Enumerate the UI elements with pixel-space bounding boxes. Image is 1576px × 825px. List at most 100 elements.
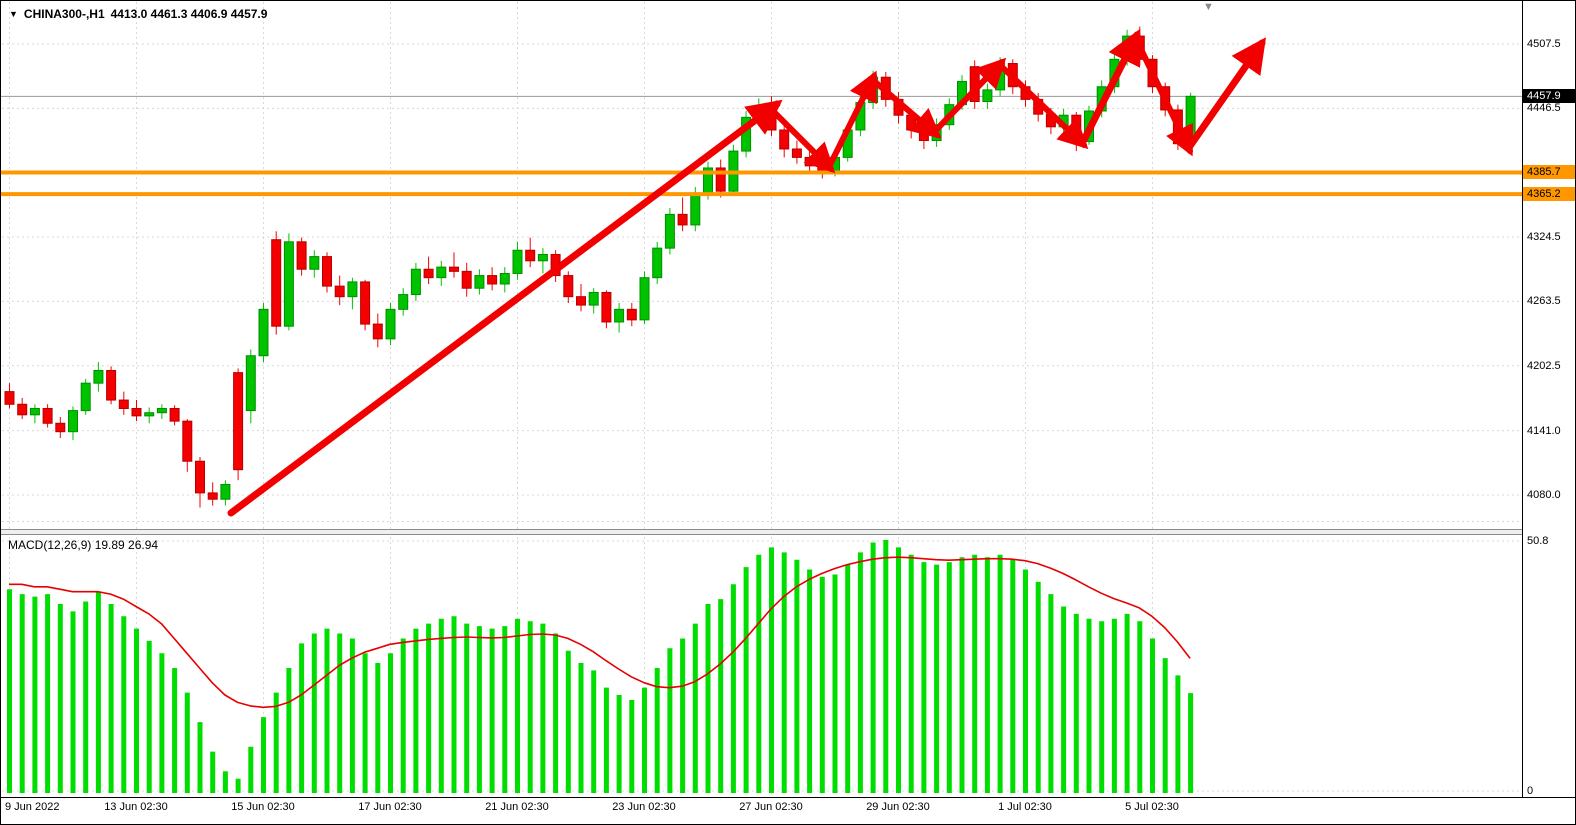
candle bbox=[144, 412, 155, 417]
candle bbox=[804, 156, 815, 167]
candle bbox=[271, 239, 282, 327]
candle bbox=[169, 407, 180, 422]
ohlc-values: 4413.0 4461.3 4406.9 4457.9 bbox=[110, 7, 268, 21]
object-anchor-icon[interactable]: ▼ bbox=[1203, 1, 1214, 13]
time-tick-label: 21 Jun 02:30 bbox=[485, 801, 549, 813]
candle bbox=[449, 266, 459, 272]
candle bbox=[626, 308, 637, 321]
current-price-label: 4457.9 bbox=[1523, 89, 1575, 104]
candle bbox=[982, 89, 993, 102]
time-tick-label: 15 Jun 02:30 bbox=[231, 801, 295, 813]
time-tick-label: 1 Jul 02:30 bbox=[998, 801, 1052, 813]
candle bbox=[423, 268, 434, 279]
candle bbox=[779, 129, 790, 150]
price-axis[interactable]: 4507.5 4446.5 4324.5 4263.5 4202.5 4141.0 4080… bbox=[1523, 1, 1575, 798]
candle bbox=[220, 483, 231, 500]
candle bbox=[182, 420, 193, 462]
candle bbox=[29, 407, 40, 416]
candle bbox=[525, 249, 536, 262]
price-tick-label: 4507.5 bbox=[1527, 38, 1561, 50]
candle bbox=[461, 270, 472, 289]
price-tick-label: 4324.5 bbox=[1527, 231, 1561, 244]
macd-tick-label: 50.8 bbox=[1527, 535, 1549, 547]
candle bbox=[537, 253, 548, 262]
trend-arrow[interactable] bbox=[227, 99, 783, 517]
trend-arrow[interactable] bbox=[768, 106, 836, 174]
candle bbox=[664, 213, 675, 249]
candle bbox=[131, 407, 142, 417]
price-tick-label: 4141.0 bbox=[1527, 424, 1561, 437]
trend-arrow[interactable] bbox=[999, 64, 1089, 150]
time-tick-label: 9 Jun 2022 bbox=[5, 801, 60, 813]
price-tick-label: 4263.5 bbox=[1527, 295, 1561, 308]
candle bbox=[17, 403, 28, 416]
candle bbox=[690, 192, 701, 226]
symbol-caret-icon[interactable]: ▼ bbox=[9, 9, 18, 19]
trend-arrow[interactable] bbox=[934, 57, 1007, 132]
time-axis[interactable]: 9 Jun 2022 13 Jun 02:30 15 Jun 02:30 17 Jun… bbox=[1, 798, 1575, 824]
panel-splitter[interactable] bbox=[1, 530, 1522, 534]
candle bbox=[106, 370, 117, 401]
trend-arrow[interactable] bbox=[827, 70, 877, 168]
candle bbox=[258, 308, 269, 357]
candle bbox=[563, 275, 574, 298]
macd-signal-line bbox=[9, 556, 1191, 709]
candle bbox=[512, 249, 523, 274]
candle bbox=[245, 355, 256, 412]
candle bbox=[283, 241, 294, 327]
trend-arrow[interactable] bbox=[1134, 38, 1194, 157]
candle bbox=[677, 213, 688, 226]
time-tick-label: 13 Jun 02:30 bbox=[104, 801, 168, 813]
candle bbox=[385, 308, 396, 340]
candle bbox=[93, 370, 104, 384]
price-tick-label: 4446.5 bbox=[1527, 102, 1561, 115]
candle bbox=[42, 407, 53, 424]
resistance-price-label: 4385.7 bbox=[1523, 165, 1575, 180]
macd-tick-label: 0 bbox=[1527, 785, 1534, 797]
trend-arrow[interactable] bbox=[1186, 37, 1267, 150]
candle bbox=[233, 372, 244, 471]
candle bbox=[195, 460, 205, 494]
candle bbox=[652, 247, 663, 279]
candle bbox=[588, 291, 599, 306]
candle bbox=[80, 382, 91, 412]
candle bbox=[474, 275, 485, 289]
candle bbox=[118, 399, 129, 409]
candle bbox=[360, 281, 371, 325]
candle bbox=[372, 323, 383, 340]
candle bbox=[436, 266, 447, 279]
price-tick-label: 4202.5 bbox=[1527, 359, 1561, 372]
candle bbox=[296, 241, 307, 270]
time-tick-label: 27 Jun 02:30 bbox=[739, 801, 803, 813]
candle bbox=[156, 407, 167, 414]
candle bbox=[322, 256, 332, 287]
candle bbox=[499, 272, 510, 285]
candle bbox=[347, 281, 358, 298]
trend-arrow[interactable] bbox=[1080, 28, 1141, 144]
candle bbox=[576, 296, 586, 306]
candle bbox=[398, 294, 409, 310]
candle bbox=[334, 285, 345, 298]
candle bbox=[614, 308, 625, 323]
candle bbox=[309, 256, 320, 270]
time-tick-label: 5 Jul 02:30 bbox=[1125, 801, 1179, 813]
candle bbox=[639, 277, 650, 321]
chart-title: ▼ CHINA300-,H1 4413.0 4461.3 4406.9 4457… bbox=[9, 7, 267, 21]
macd-indicator-label: MACD(12,26,9) 19.89 26.94 bbox=[8, 538, 159, 552]
candle bbox=[55, 422, 66, 433]
candle bbox=[68, 410, 78, 433]
candle bbox=[207, 492, 218, 500]
candle bbox=[918, 129, 929, 142]
candle bbox=[715, 167, 726, 192]
time-tick-label: 17 Jun 02:30 bbox=[358, 801, 422, 813]
support-price-label: 4365.2 bbox=[1523, 187, 1575, 202]
candle bbox=[601, 291, 612, 323]
time-tick-label: 29 Jun 02:30 bbox=[866, 801, 930, 813]
symbol-period-label: CHINA300-,H1 bbox=[23, 7, 105, 21]
candle bbox=[791, 148, 802, 158]
time-tick-label: 23 Jun 02:30 bbox=[612, 801, 676, 813]
trend-arrow[interactable] bbox=[871, 78, 942, 139]
price-tick-label: 4080.0 bbox=[1527, 489, 1561, 501]
